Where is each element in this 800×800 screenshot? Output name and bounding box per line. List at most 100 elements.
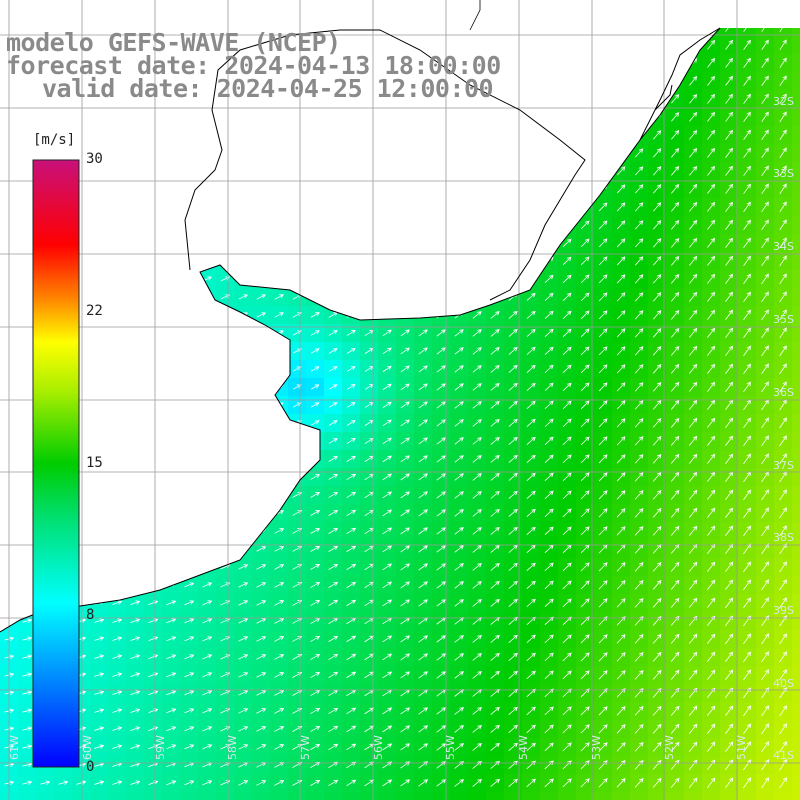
wind-arrow bbox=[725, 28, 733, 32]
wind-arrow bbox=[202, 654, 213, 660]
wind-arrow bbox=[634, 652, 644, 662]
wind-arrow bbox=[256, 600, 267, 606]
lon-label-54w: 54W bbox=[517, 735, 530, 760]
wind-arrow bbox=[310, 474, 321, 480]
wind-arrow bbox=[346, 743, 357, 751]
wind-arrow bbox=[544, 310, 554, 320]
wind-arrow bbox=[382, 491, 393, 499]
wind-cell bbox=[108, 792, 127, 800]
colorbar-tick-15: 15 bbox=[86, 455, 103, 471]
wind-cell bbox=[792, 756, 800, 775]
wind-arrow bbox=[346, 581, 357, 589]
wind-arrow bbox=[634, 256, 644, 266]
wind-arrow bbox=[472, 509, 482, 517]
wind-arrow bbox=[688, 507, 698, 518]
wind-arrow bbox=[328, 725, 339, 733]
wind-arrow bbox=[310, 564, 321, 570]
wind-cell bbox=[792, 720, 800, 739]
wind-arrow bbox=[562, 310, 572, 320]
wind-cell bbox=[216, 792, 235, 800]
wind-arrow bbox=[761, 201, 769, 213]
wind-arrow bbox=[184, 636, 195, 642]
wind-arrow bbox=[761, 507, 769, 519]
wind-arrow bbox=[310, 636, 321, 642]
wind-arrow bbox=[761, 435, 769, 447]
wind-arrow bbox=[707, 165, 716, 176]
wind-arrow bbox=[652, 471, 662, 482]
wind-arrow bbox=[598, 364, 608, 374]
wind-cell bbox=[792, 486, 800, 505]
wind-arrow bbox=[616, 634, 626, 644]
wind-arrow bbox=[454, 653, 464, 661]
wind-arrow bbox=[580, 742, 590, 752]
wind-arrow bbox=[526, 562, 536, 572]
wind-arrow bbox=[779, 39, 787, 51]
wind-arrow bbox=[779, 669, 787, 681]
wind-arrow bbox=[616, 778, 626, 788]
wind-arrow bbox=[526, 526, 536, 536]
wind-arrow bbox=[761, 363, 769, 375]
wind-arrow bbox=[346, 455, 356, 462]
wind-arrow bbox=[454, 563, 464, 571]
wind-arrow bbox=[328, 671, 339, 679]
wind-arrow bbox=[652, 238, 662, 248]
wind-arrow bbox=[779, 453, 787, 465]
wind-arrow bbox=[346, 707, 357, 715]
wind-arrow bbox=[526, 400, 536, 409]
wind-cell bbox=[162, 792, 181, 800]
wind-arrow bbox=[508, 508, 518, 517]
wind-arrow bbox=[580, 256, 590, 266]
wind-arrow bbox=[743, 561, 752, 573]
wind-cell bbox=[792, 666, 800, 685]
wind-arrow bbox=[346, 635, 357, 643]
wind-arrow bbox=[707, 309, 716, 320]
wind-arrow bbox=[562, 364, 572, 374]
wind-arrow bbox=[634, 220, 644, 230]
wind-arrow bbox=[544, 274, 554, 283]
wind-arrow bbox=[743, 237, 751, 248]
wind-arrow bbox=[436, 383, 446, 391]
wind-arrow bbox=[580, 418, 590, 428]
wind-arrow bbox=[454, 401, 464, 409]
wind-arrow bbox=[400, 653, 411, 661]
lat-label-36s: 36S bbox=[773, 386, 794, 399]
wind-arrow bbox=[562, 238, 572, 248]
wind-arrow bbox=[364, 581, 375, 589]
wind-arrow bbox=[761, 453, 769, 465]
wind-arrow bbox=[580, 490, 590, 500]
wind-arrow bbox=[112, 780, 123, 785]
wind-arrow bbox=[310, 528, 321, 534]
wind-arrow bbox=[743, 453, 752, 465]
wind-arrow bbox=[544, 526, 554, 536]
wind-arrow bbox=[761, 219, 769, 231]
wind-arrow bbox=[508, 310, 518, 319]
wind-arrow bbox=[653, 130, 662, 140]
wind-arrow bbox=[238, 564, 249, 570]
wind-arrow bbox=[598, 436, 608, 446]
wind-arrow bbox=[725, 417, 734, 428]
wind-arrow bbox=[346, 563, 357, 571]
wind-arrow bbox=[526, 634, 536, 644]
wind-arrow bbox=[472, 527, 482, 535]
wind-arrow bbox=[779, 759, 787, 771]
colorbar-tick-22: 22 bbox=[86, 303, 103, 319]
wind-cell bbox=[36, 792, 55, 800]
wind-arrow bbox=[238, 654, 249, 660]
wind-arrow bbox=[707, 525, 716, 536]
wind-cell bbox=[792, 612, 800, 631]
lon-label-56w: 56W bbox=[372, 735, 385, 760]
wind-arrow bbox=[725, 327, 734, 338]
wind-cell bbox=[720, 792, 739, 800]
wind-arrow bbox=[707, 237, 716, 248]
wind-arrow bbox=[382, 653, 393, 661]
wind-arrow bbox=[652, 741, 662, 752]
wind-arrow bbox=[544, 400, 554, 410]
wind-arrow bbox=[202, 600, 213, 606]
wind-arrow bbox=[292, 366, 302, 372]
wind-arrow bbox=[725, 309, 734, 320]
wind-arrow bbox=[544, 598, 554, 608]
wind-arrow bbox=[634, 598, 644, 608]
wind-arrow bbox=[562, 526, 572, 536]
wind-arrow bbox=[310, 690, 321, 696]
wind-arrow bbox=[743, 309, 751, 321]
